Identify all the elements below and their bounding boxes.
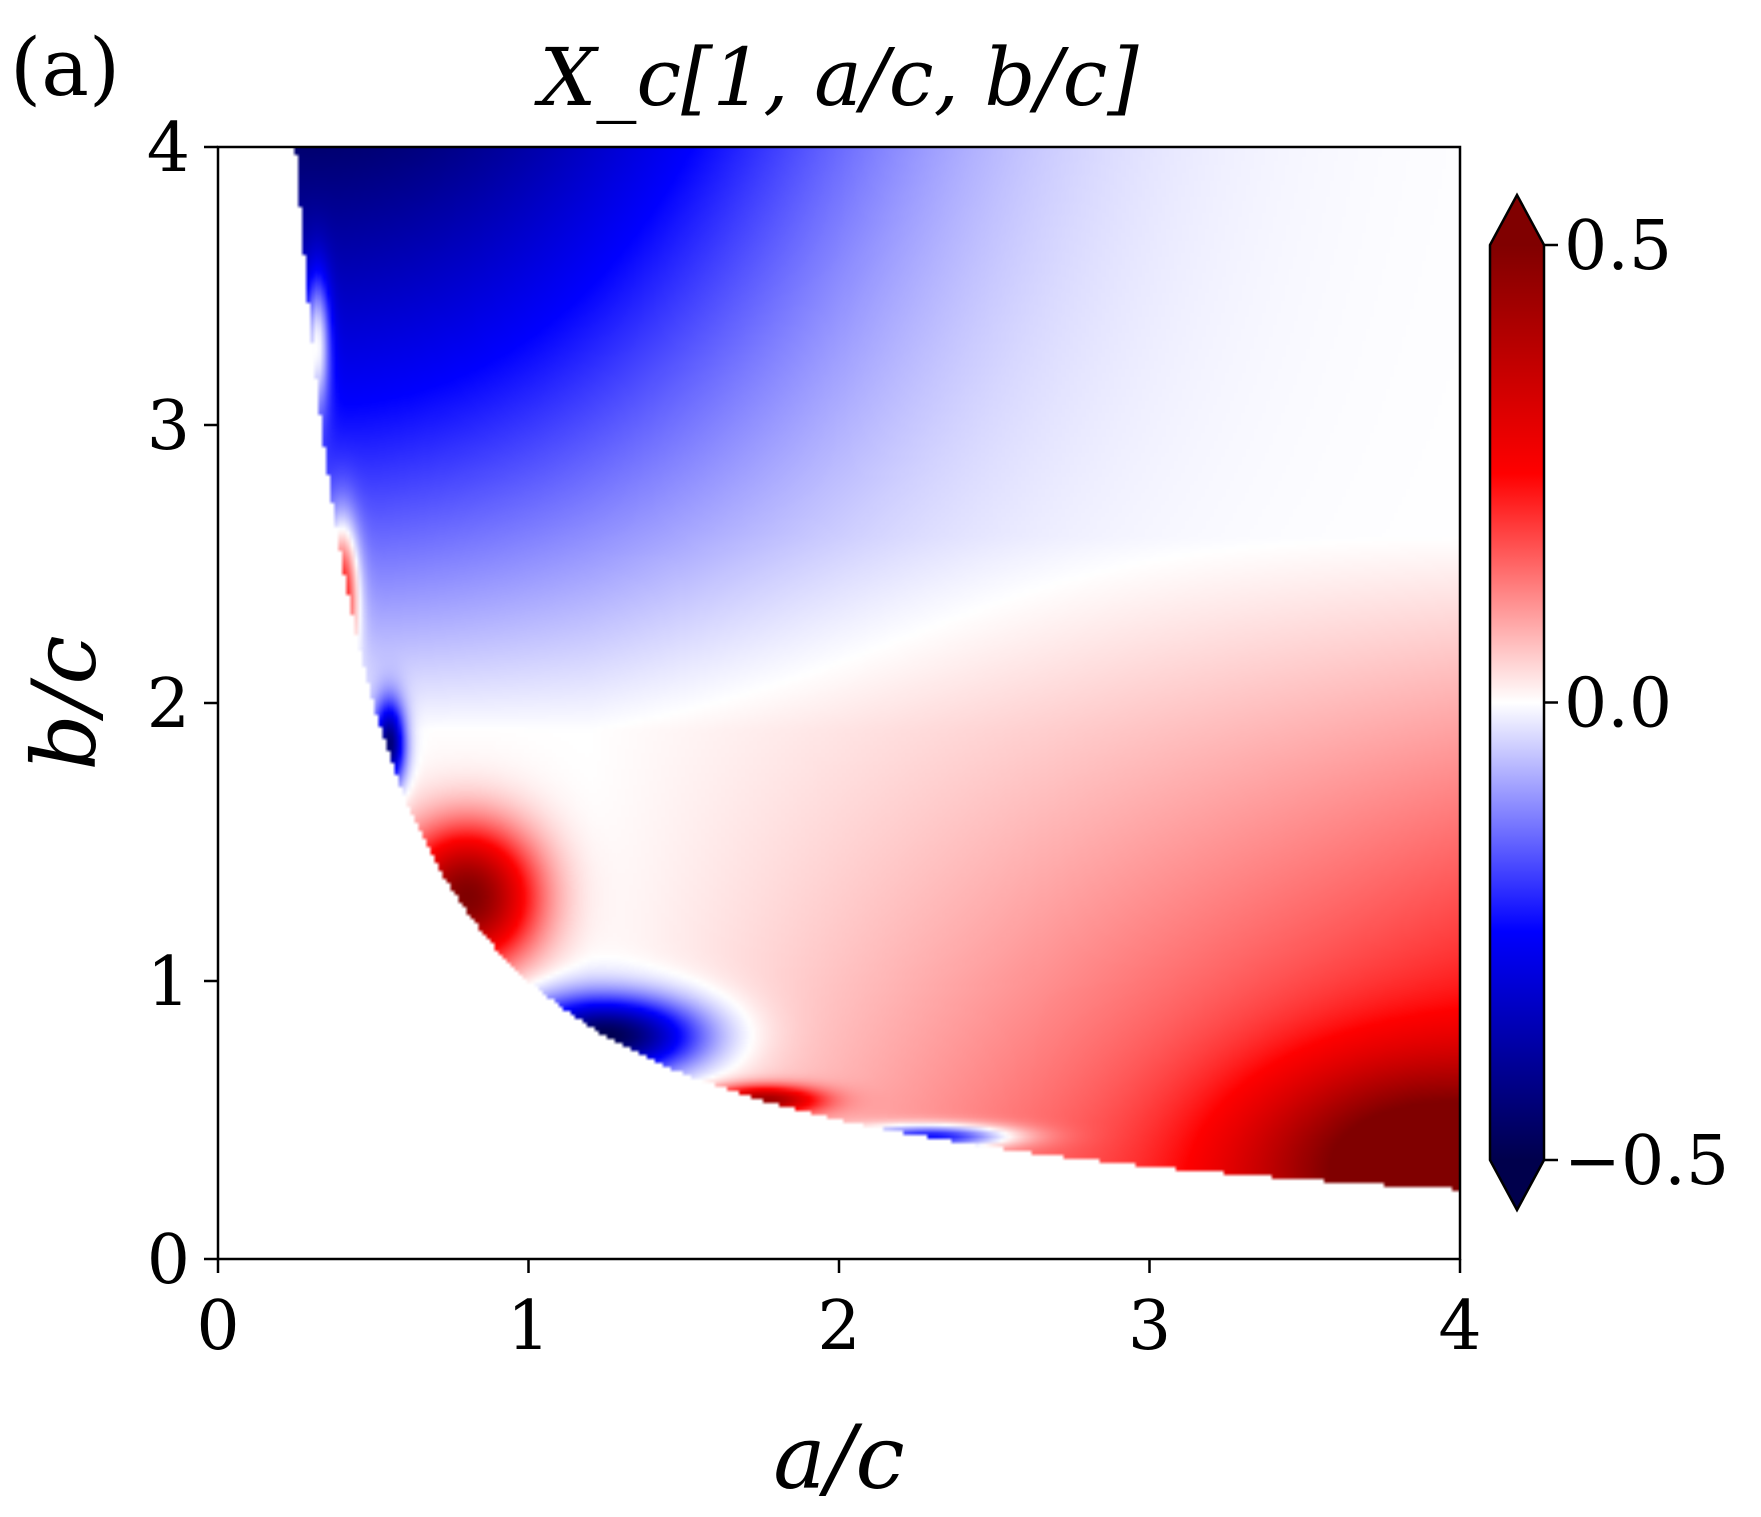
y-tick-label: 2 <box>147 665 190 744</box>
x-tick-label: 2 <box>817 1287 860 1366</box>
panel-label: (a) <box>10 21 120 114</box>
x-tick-label: 0 <box>196 1287 239 1366</box>
heatmap-image <box>218 147 1460 1259</box>
x-axis: 0 1 2 3 4 <box>196 1259 1482 1366</box>
y-tick-label: 0 <box>147 1221 190 1300</box>
y-tick-label: 3 <box>147 387 190 466</box>
x-tick-label: 1 <box>507 1287 550 1366</box>
colorbar: −0.5 0.0 0.5 <box>1488 192 1729 1213</box>
colorbar-extend-max <box>1490 195 1544 245</box>
colorbar-tick-label: 0.0 <box>1564 665 1672 744</box>
x-tick-label: 3 <box>1128 1287 1171 1366</box>
colorbar-ticks: −0.5 0.0 0.5 <box>1544 207 1729 1201</box>
colorbar-gradient <box>1490 245 1544 1160</box>
y-axis-label: b/c <box>13 635 116 770</box>
x-axis-label: a/c <box>773 1406 904 1509</box>
colorbar-tick-label: 0.5 <box>1564 207 1672 286</box>
heatmap <box>218 147 1460 1259</box>
y-tick-label: 1 <box>147 943 190 1022</box>
colorbar-extend-min <box>1490 1160 1544 1210</box>
y-axis: 0 1 2 3 4 <box>147 109 218 1300</box>
y-tick-label: 4 <box>147 109 190 188</box>
colorbar-tick-label: −0.5 <box>1564 1122 1729 1201</box>
x-tick-label: 4 <box>1438 1287 1481 1366</box>
chart-title: X_c[1, a/c, b/c] <box>533 31 1139 124</box>
